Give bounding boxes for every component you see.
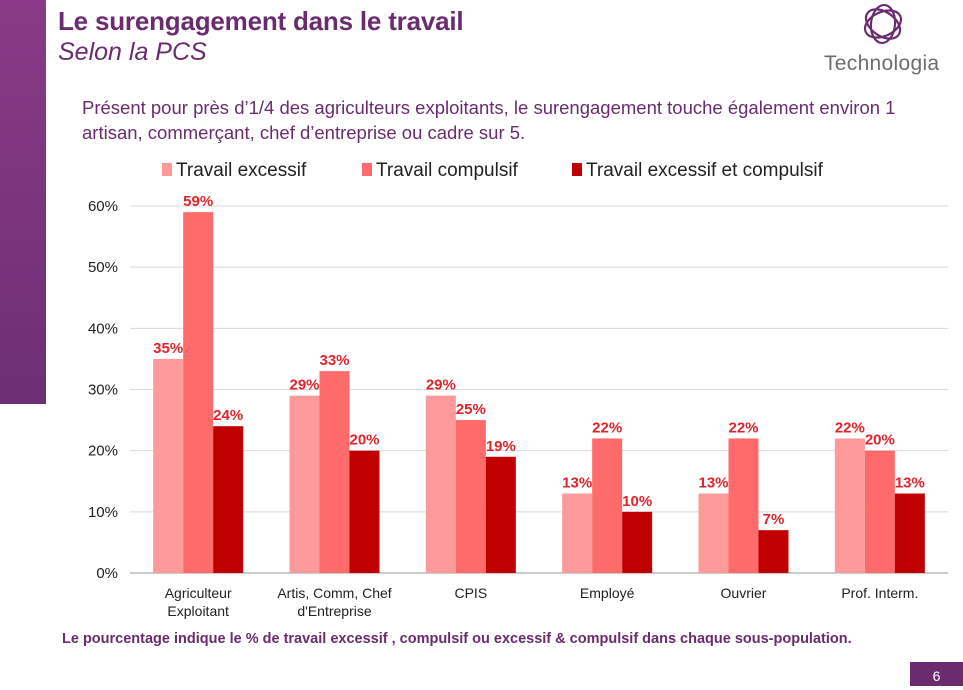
legend-swatch — [362, 163, 372, 176]
data-label: 7% — [763, 511, 785, 528]
bar — [698, 493, 729, 573]
y-tick-label: 0% — [96, 565, 118, 582]
category-label: Ouvrier — [721, 585, 767, 601]
bar — [213, 426, 244, 573]
bar — [834, 438, 865, 573]
data-label: 29% — [289, 377, 319, 394]
category-label: Employé — [580, 585, 635, 601]
category-label: Prof. Interm. — [841, 585, 918, 601]
page-subtitle: Selon la PCS — [58, 38, 207, 66]
data-label: 29% — [426, 377, 456, 394]
legend-item-travail-excessif: Travail excessif — [162, 160, 306, 182]
swirl-logo-icon — [863, 3, 903, 45]
bar — [349, 450, 380, 573]
footnote: Le pourcentage indique le % de travail e… — [62, 631, 852, 647]
data-label: 20% — [865, 432, 895, 449]
bar — [455, 420, 486, 573]
bar — [319, 371, 350, 573]
category-label: CPIS — [454, 585, 487, 601]
data-label: 35% — [153, 340, 183, 357]
legend-item-travail-compulsif: Travail compulsif — [362, 160, 518, 182]
bar — [592, 438, 623, 573]
bar — [485, 456, 516, 573]
legend-label: Travail excessif et compulsif — [586, 160, 823, 181]
data-label: 22% — [835, 419, 865, 436]
data-label: 10% — [622, 493, 652, 510]
category-label: d'Entreprise — [297, 603, 371, 619]
bar — [425, 395, 456, 573]
legend-label: Travail excessif — [176, 160, 307, 181]
data-label: 19% — [486, 438, 516, 455]
y-tick-label: 20% — [88, 443, 118, 460]
bar — [894, 493, 925, 573]
legend-label: Travail compulsif — [376, 160, 518, 181]
category-label: Agriculteur — [165, 585, 232, 601]
category-label: Artis, Comm, Chef — [277, 585, 391, 601]
y-tick-label: 50% — [88, 259, 118, 276]
legend-item-travail-excessif-et-compulsif: Travail excessif et compulsif — [572, 160, 823, 182]
side-accent-bar — [0, 0, 46, 404]
y-tick-label: 60% — [88, 198, 118, 215]
intro-text: Présent pour près d’1/4 des agriculteurs… — [82, 97, 896, 143]
data-label: 13% — [895, 474, 925, 491]
legend-swatch — [572, 163, 582, 176]
data-label: 24% — [213, 407, 243, 424]
page-number: 6 — [910, 662, 963, 686]
legend-swatch — [162, 163, 172, 176]
y-tick-label: 40% — [88, 320, 118, 337]
bar — [728, 438, 759, 573]
data-label: 22% — [728, 419, 758, 436]
bar — [183, 212, 214, 573]
category-label: Exploitant — [167, 603, 229, 619]
bar — [864, 450, 895, 573]
data-label: 20% — [349, 432, 379, 449]
bar — [622, 511, 653, 573]
bar — [153, 358, 184, 573]
logo-text: Technologia — [824, 52, 940, 75]
data-label: 25% — [456, 401, 486, 418]
data-label: 22% — [592, 419, 622, 436]
bar — [289, 395, 320, 573]
data-label: 13% — [698, 474, 728, 491]
data-label: 59% — [183, 193, 213, 210]
y-tick-label: 30% — [88, 382, 118, 399]
bar — [758, 530, 789, 573]
y-tick-label: 10% — [88, 504, 118, 521]
data-label: 33% — [319, 352, 349, 369]
data-label: 13% — [562, 474, 592, 491]
page-title: Le surengagement dans le travail — [58, 6, 464, 36]
bar — [562, 493, 593, 573]
